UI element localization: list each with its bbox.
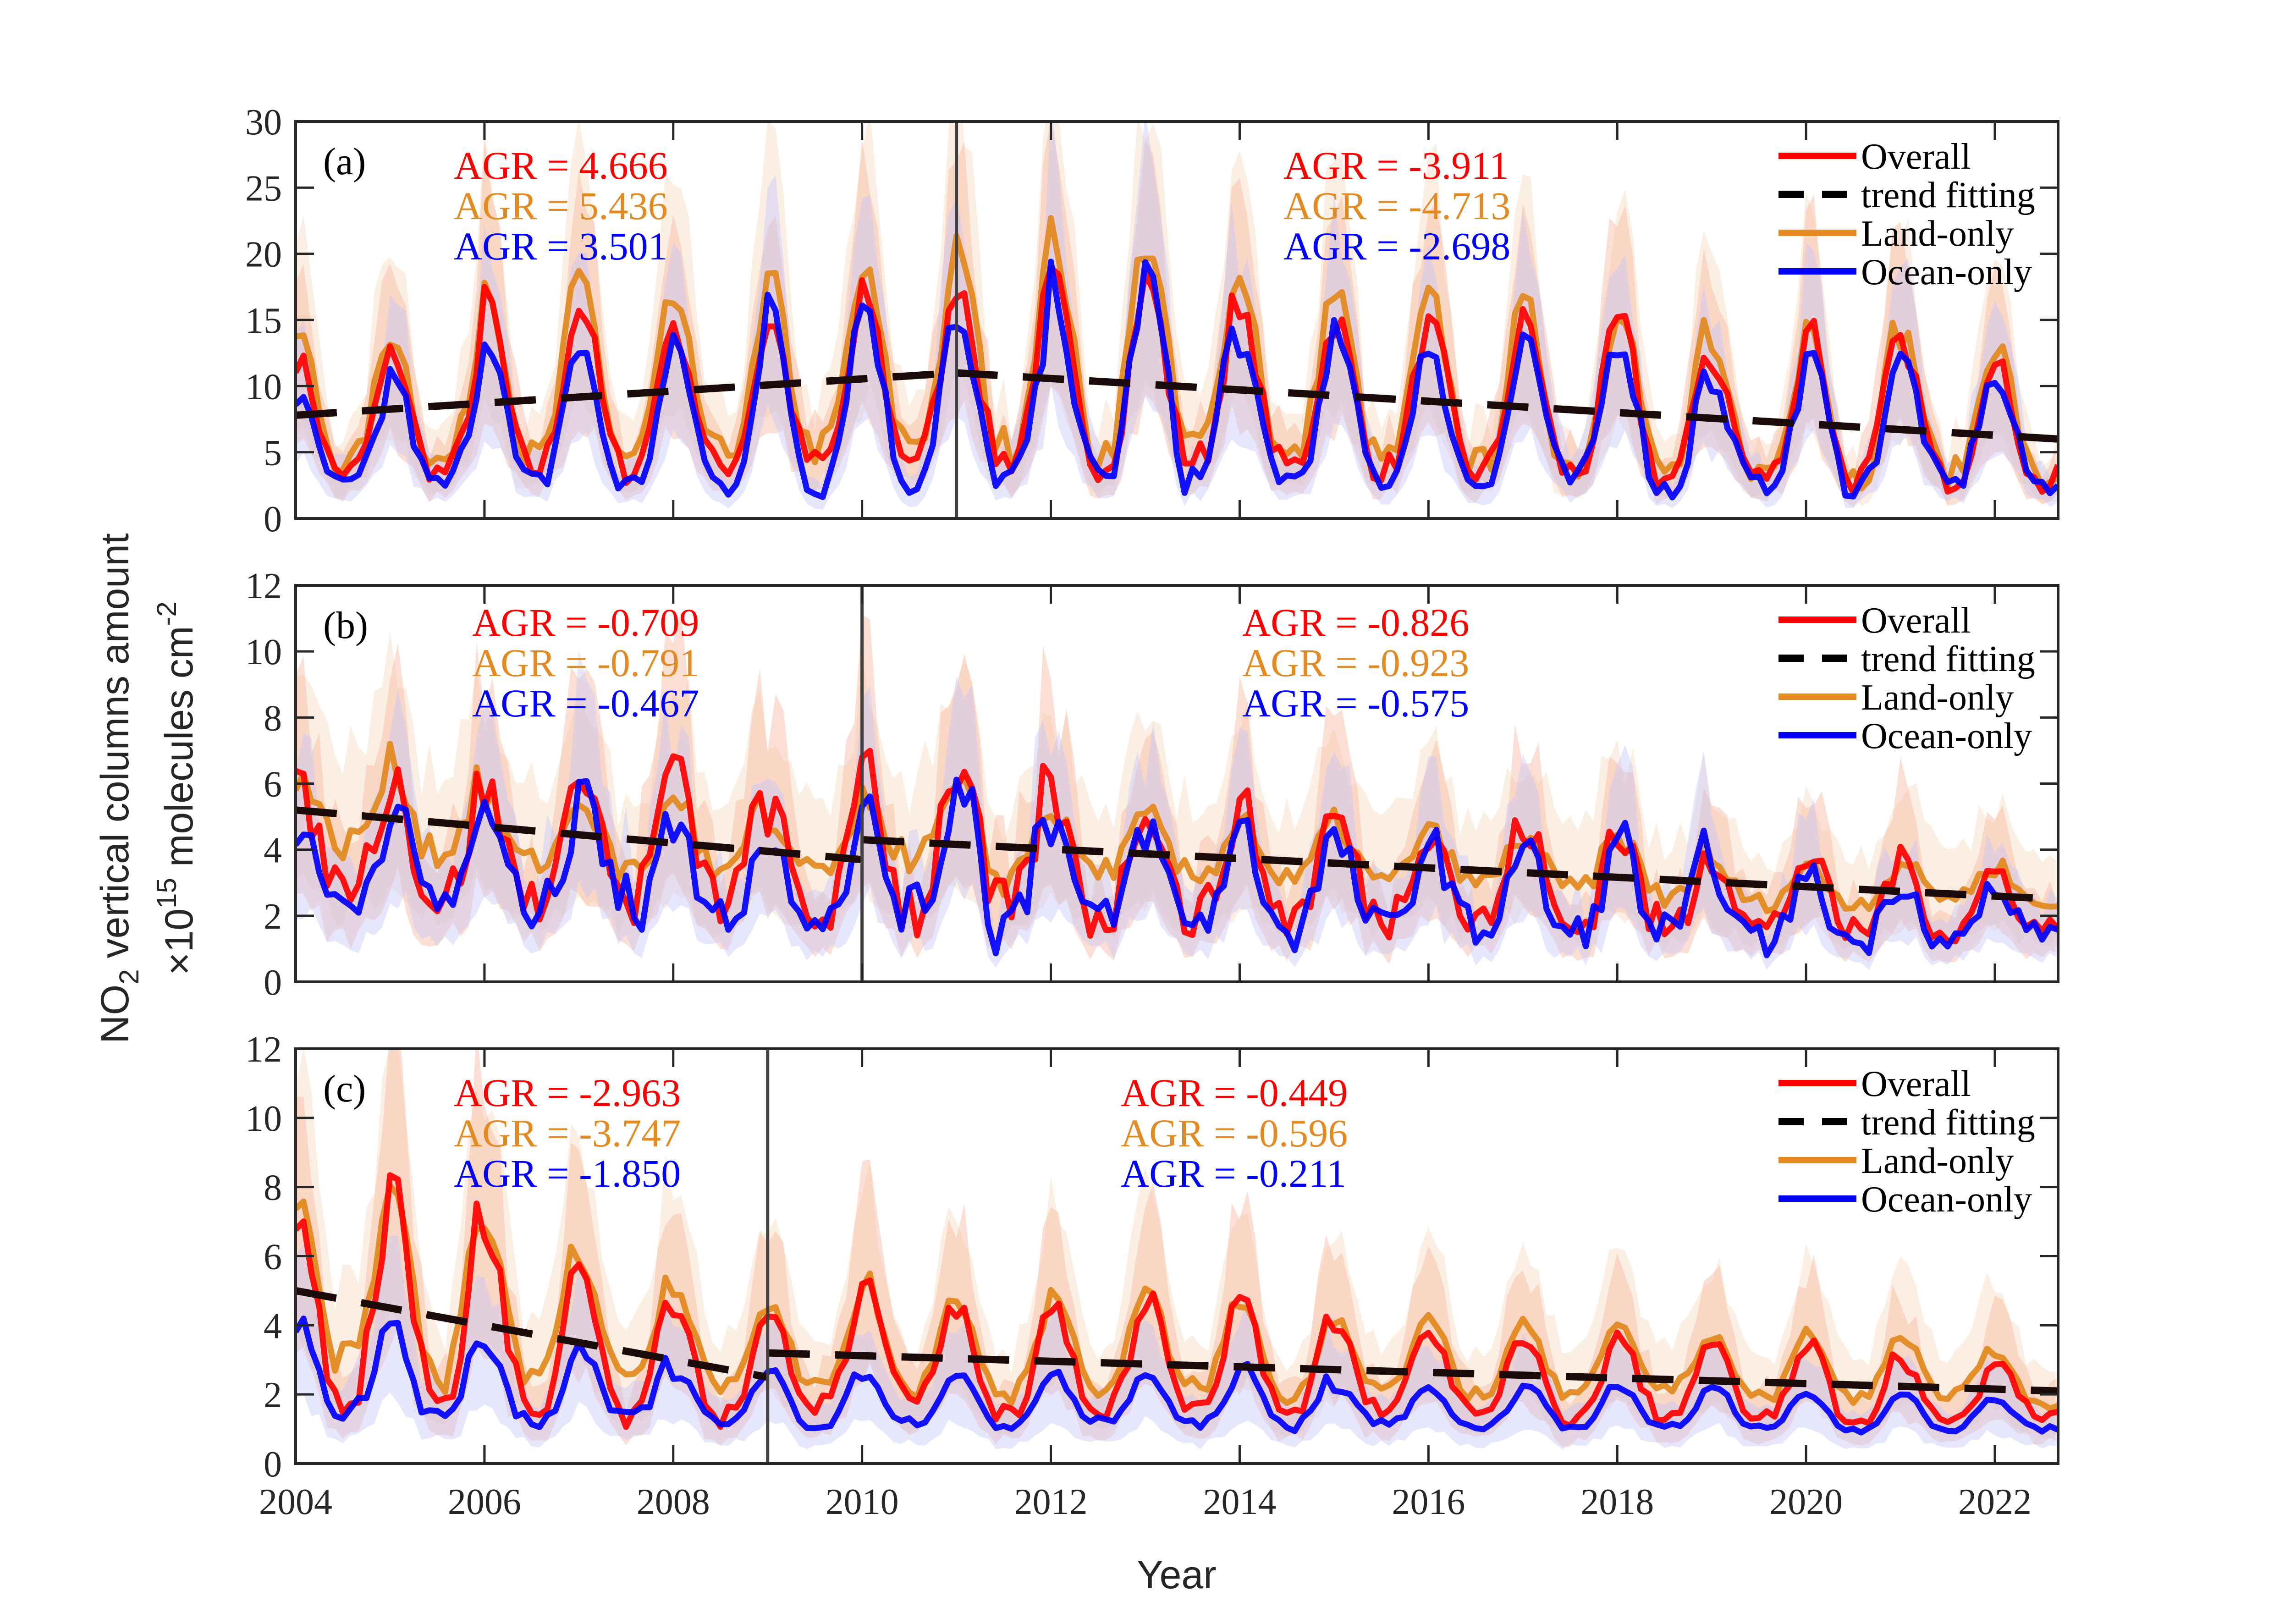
agr-right-overall: AGR = -3.911 [1283, 143, 1509, 187]
trend-line-segment [863, 836, 2058, 903]
y-tick-label: 8 [264, 698, 282, 738]
legend-label: Overall [1861, 137, 1971, 177]
legend-label: Overall [1861, 1064, 1971, 1104]
y-tick-label: 12 [245, 566, 282, 606]
y-tick-label: 4 [264, 831, 282, 871]
legend-label: Land-only [1861, 214, 2014, 254]
y-tick-label: 2 [264, 897, 282, 937]
line-overall [296, 1172, 2058, 1430]
legend-label: Ocean-only [1861, 716, 2032, 756]
series-lines [296, 1172, 2058, 1436]
legend-label: Overall [1861, 600, 1971, 641]
uncertainty-bands [296, 121, 2058, 510]
band-land [296, 1049, 2058, 1439]
agr-right-land: AGR = -0.596 [1121, 1111, 1348, 1155]
band-overall [296, 1049, 2058, 1447]
y-tick-label: 30 [245, 102, 282, 143]
x-tick-label: 2018 [1580, 1482, 1654, 1522]
y-tick-label: 15 [245, 301, 282, 341]
x-tick-label: 2022 [1958, 1482, 2032, 1522]
line-land [296, 741, 2058, 914]
y-tick-label: 20 [245, 235, 282, 275]
legend-label: Ocean-only [1861, 252, 2032, 292]
y-tick-label: 6 [264, 765, 282, 805]
agr-right-ocean: AGR = -0.211 [1121, 1151, 1346, 1195]
agr-right-overall: AGR = -0.826 [1242, 600, 1469, 644]
agr-right-ocean: AGR = -0.575 [1242, 681, 1469, 725]
y-tick-label: 0 [264, 1444, 282, 1485]
trend-line-segment [956, 369, 2058, 443]
x-tick-label: 2008 [637, 1482, 710, 1522]
band-ocean [296, 650, 2058, 970]
agr-left-overall: AGR = -0.709 [472, 600, 699, 644]
line-ocean [296, 1316, 2058, 1436]
legend-label: trend fitting [1861, 1102, 2035, 1143]
agr-left-overall: AGR = -2.963 [454, 1071, 681, 1115]
trend-line-segment [768, 1349, 2058, 1395]
y-axis-title-line2: ×1015 molecules cm-2 [151, 601, 201, 975]
y-tick-label: 5 [264, 433, 282, 473]
x-tick-label: 2020 [1769, 1482, 1843, 1522]
agr-right-ocean: AGR = -2.698 [1283, 224, 1510, 268]
agr-left-overall: AGR = 4.666 [454, 143, 668, 187]
line-overall [296, 264, 2058, 496]
x-tick-label: 2016 [1392, 1482, 1465, 1522]
agr-left-ocean: AGR = -0.467 [472, 681, 699, 725]
trend-line-segment [296, 369, 957, 419]
x-tick-label: 2014 [1203, 1482, 1276, 1522]
x-tick-label: 2012 [1014, 1482, 1088, 1522]
agr-left-land: AGR = -3.747 [454, 1111, 681, 1155]
agr-left-ocean: AGR = -1.850 [454, 1151, 681, 1195]
y-tick-label: 2 [264, 1375, 282, 1415]
band-ocean [296, 121, 2058, 510]
x-tick-label: 2006 [448, 1482, 521, 1522]
legend-label: Ocean-only [1861, 1179, 2032, 1220]
band-ocean [296, 1235, 2058, 1449]
agr-left-ocean: AGR = 3.501 [454, 224, 668, 268]
legend-label: trend fitting [1861, 639, 2035, 679]
panel-label: (b) [323, 604, 368, 647]
y-tick-label: 6 [264, 1237, 282, 1277]
agr-left-land: AGR = -0.791 [472, 641, 699, 685]
agr-right-land: AGR = -4.713 [1283, 184, 1510, 228]
x-tick-label: 2010 [826, 1482, 899, 1522]
trend-line-segment [296, 806, 863, 864]
legend-label: trend fitting [1861, 175, 2035, 215]
y-tick-label: 8 [264, 1168, 282, 1208]
band-land [296, 121, 2058, 506]
y-tick-label: 10 [245, 367, 282, 407]
legend-label: Land-only [1861, 1141, 2014, 1181]
y-tick-label: 25 [245, 168, 282, 209]
y-tick-label: 10 [245, 632, 282, 672]
y-tick-label: 0 [264, 499, 282, 539]
series-lines [296, 741, 2058, 958]
line-ocean [296, 259, 2058, 501]
y-tick-label: 10 [245, 1099, 282, 1139]
y-tick-label: 12 [245, 1029, 282, 1070]
band-overall [296, 121, 2058, 508]
trend-line-segment [296, 1287, 769, 1381]
y-axis-title-line1: NO2 vertical columns amount [93, 533, 144, 1044]
agr-right-land: AGR = -0.923 [1242, 641, 1469, 685]
series-lines [296, 215, 2058, 501]
uncertainty-bands [296, 1049, 2058, 1449]
agr-left-land: AGR = 5.436 [454, 184, 668, 228]
panel-c: 0 2 4 6 8 10 12 2004 2006 2008 2010 2012 2014 2016 201… [245, 1029, 2059, 1522]
y-tick-label: 4 [264, 1306, 282, 1346]
agr-right-overall: AGR = -0.449 [1121, 1071, 1348, 1115]
x-axis-title: Year [1137, 1553, 1217, 1597]
y-tick-label: 0 [264, 963, 282, 1003]
panel-label: (a) [323, 140, 366, 183]
legend-label: Land-only [1861, 677, 2014, 718]
x-tick-label: 2004 [259, 1482, 332, 1522]
line-ocean [296, 776, 2058, 958]
panel-label: (c) [323, 1068, 366, 1110]
